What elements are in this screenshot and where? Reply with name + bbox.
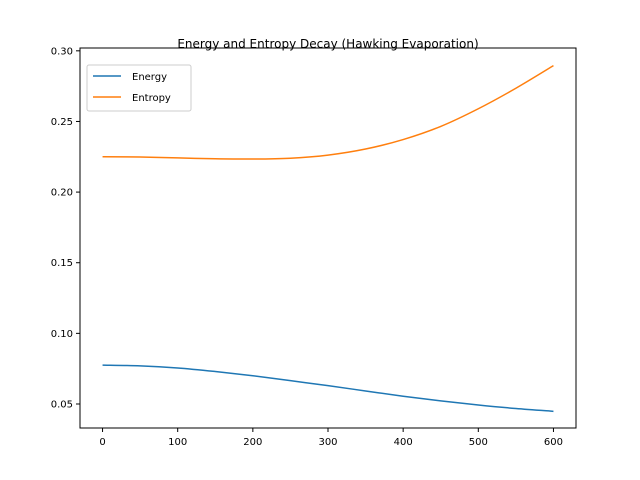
series-line-entropy xyxy=(102,65,554,160)
x-tick-label: 500 xyxy=(469,437,488,448)
y-tick-label: 0.15 xyxy=(51,258,73,269)
x-tick-label: 400 xyxy=(394,437,413,448)
legend-label-entropy: Entropy xyxy=(132,93,171,104)
x-tick-label: 300 xyxy=(318,437,337,448)
x-tick-label: 0 xyxy=(99,437,105,448)
x-tick-label: 100 xyxy=(168,437,187,448)
x-tick-label: 600 xyxy=(544,437,563,448)
y-tick-label: 0.25 xyxy=(51,117,73,128)
legend-label-energy: Energy xyxy=(132,72,167,83)
x-axis: 0 100 200 300 400 500 600 xyxy=(99,428,563,448)
y-tick-label: 0.05 xyxy=(51,399,73,410)
y-tick-label: 0.10 xyxy=(51,329,73,340)
x-tick-label: 200 xyxy=(243,437,262,448)
plot-area xyxy=(102,65,554,413)
legend: Energy Entropy xyxy=(86,64,192,112)
y-tick-label: 0.20 xyxy=(51,188,73,199)
y-tick-label: 0.30 xyxy=(51,46,73,57)
series-line-energy xyxy=(102,364,554,413)
chart-title: Energy and Entropy Decay (Hawking Evapor… xyxy=(177,37,478,51)
y-axis: 0.05 0.10 0.15 0.20 0.25 0.30 xyxy=(51,46,80,410)
